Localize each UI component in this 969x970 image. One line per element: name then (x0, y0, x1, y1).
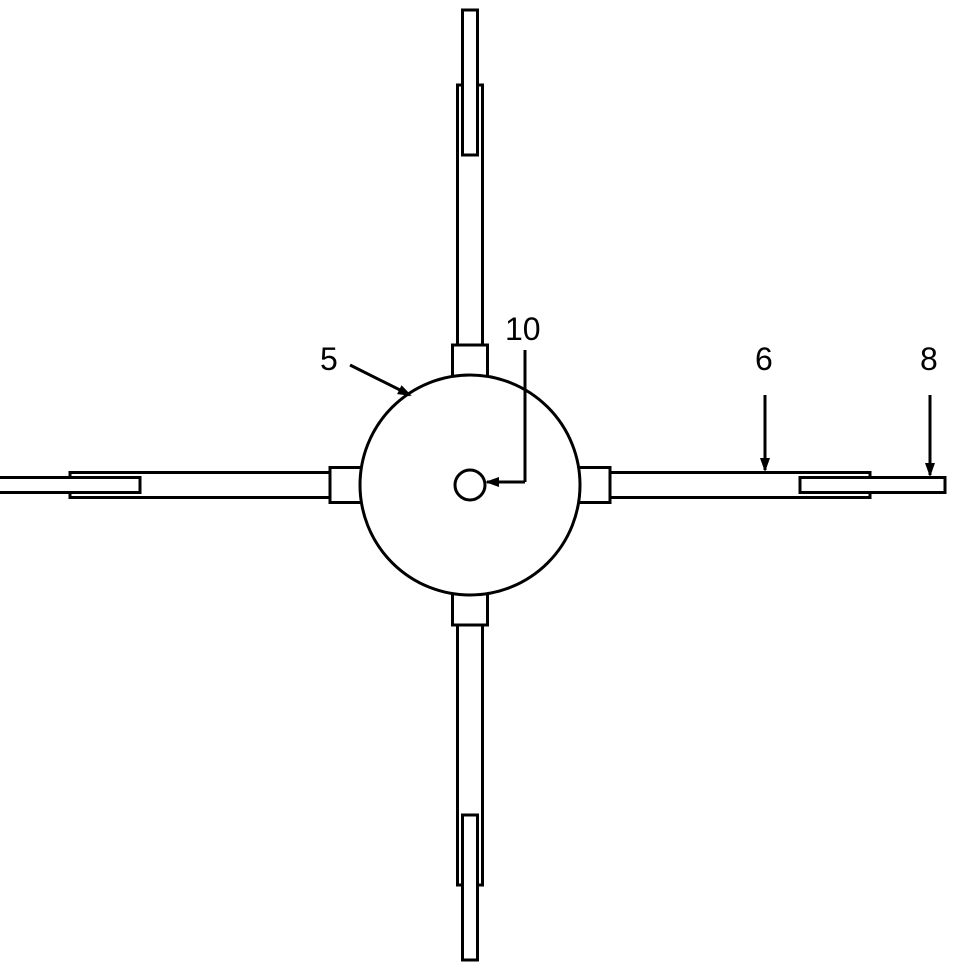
callout-label-5: 5 (320, 341, 338, 377)
callout-label-8: 8 (920, 341, 938, 377)
callout-6: 6 (755, 341, 773, 470)
callout-label-10: 10 (505, 311, 541, 347)
callout-8: 8 (920, 341, 938, 475)
callout-label-6: 6 (755, 341, 773, 377)
callout-5: 5 (320, 341, 410, 395)
center-circle (455, 470, 485, 500)
mechanical-diagram: 5 10 6 8 (0, 0, 969, 970)
